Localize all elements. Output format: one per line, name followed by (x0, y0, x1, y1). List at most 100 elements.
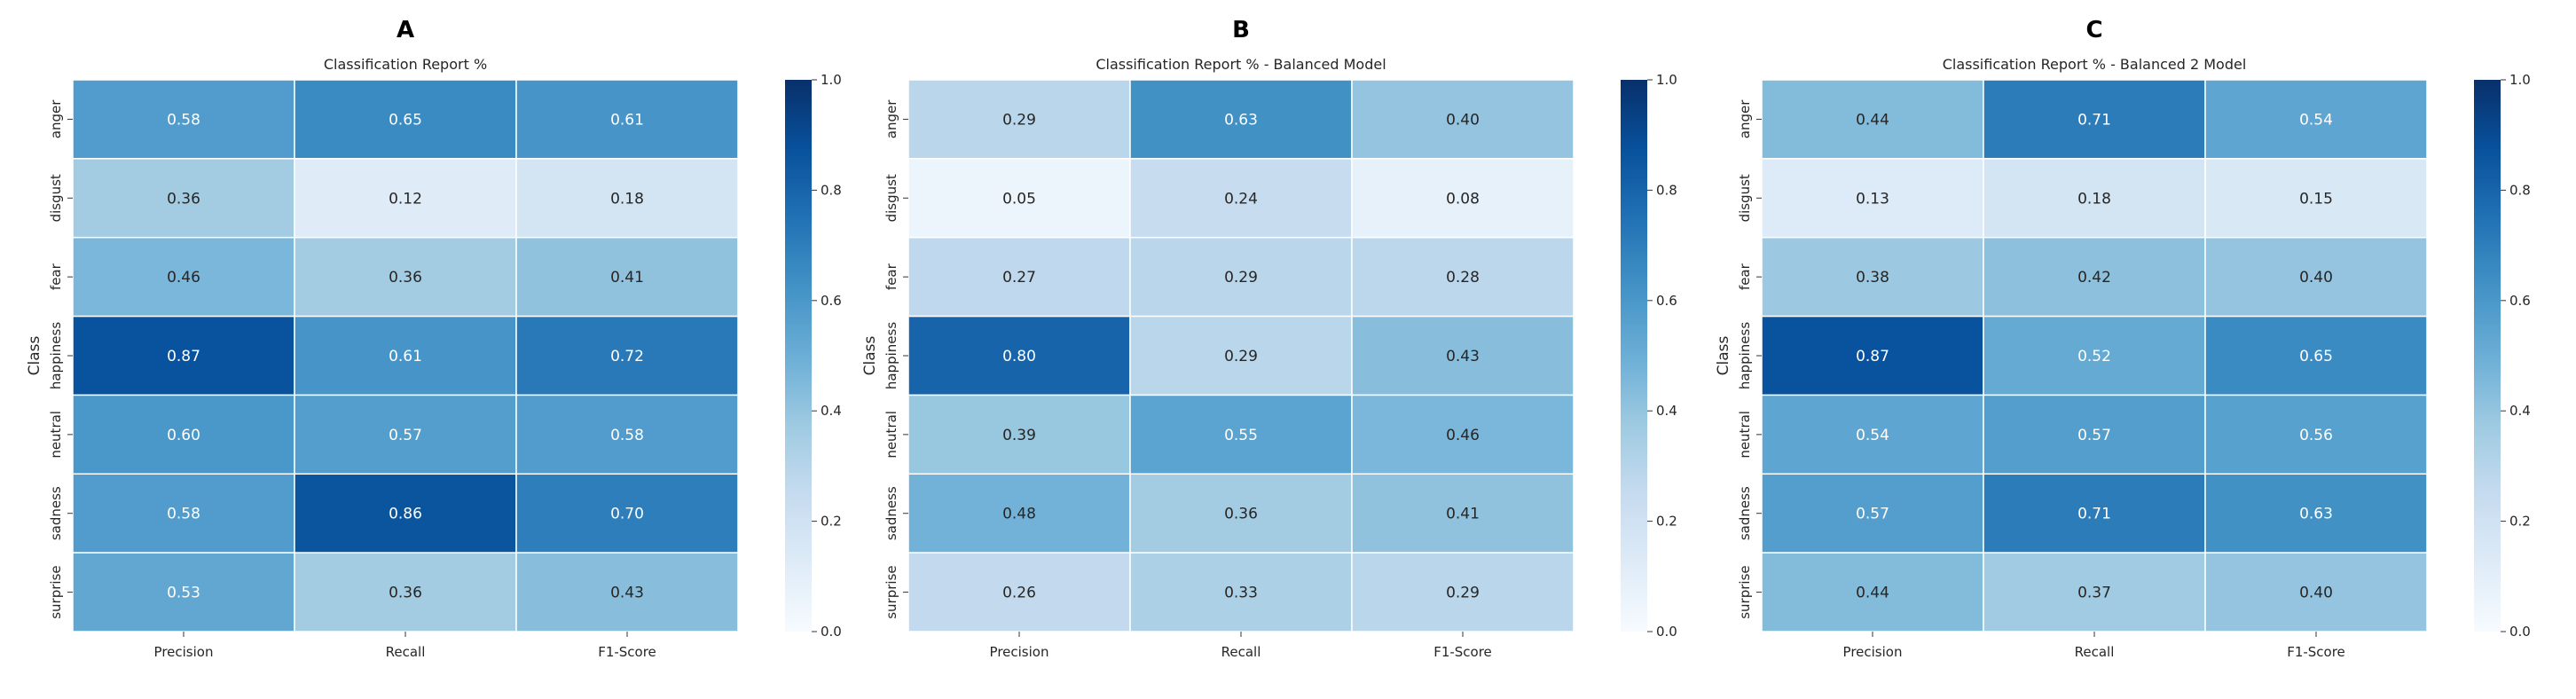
heatmap-cell (294, 473, 517, 554)
heatmap-cell (2204, 79, 2428, 160)
cell-value-label: 0.80 (1002, 348, 1036, 365)
colorbar-tick-label: 0.2 (821, 514, 842, 530)
heatmap-cell (1761, 79, 1984, 160)
cell-value-label: 0.24 (1224, 190, 1258, 208)
row-tick-label: anger (1737, 99, 1753, 138)
cell-value-label: 0.36 (389, 585, 422, 602)
colorbar-tick-label: 1.0 (821, 72, 842, 88)
y-axis-label: Class (861, 335, 879, 375)
panel-title: Classification Report % - Balanced 2 Mod… (1943, 56, 2247, 73)
colorbar (785, 80, 812, 632)
row-tick-label: happiness (884, 322, 899, 389)
cell-value-label: 0.29 (1446, 585, 1480, 602)
row-tick-label: sadness (884, 486, 899, 540)
heatmap-cell (72, 79, 295, 160)
heatmap-cell (515, 394, 739, 475)
heatmap-cell (515, 473, 739, 554)
heatmap-cell (907, 79, 1131, 160)
colorbar-tick-label: 0.6 (2509, 293, 2531, 309)
heatmap-cell (1129, 315, 1353, 397)
cell-value-label: 0.29 (1224, 269, 1258, 287)
row-tick-label: surprise (48, 565, 64, 618)
cell-value-label: 0.58 (167, 111, 200, 129)
heatmap-cell (1129, 552, 1353, 632)
heatmap-cell (1761, 158, 1984, 239)
colorbar-tick-label: 1.0 (1656, 72, 1677, 88)
cell-value-label: 0.70 (610, 506, 644, 523)
heatmap-cell (1129, 473, 1353, 554)
heatmap-cell (294, 236, 517, 318)
cell-value-label: 0.61 (610, 111, 644, 129)
cell-value-label: 0.57 (2077, 427, 2111, 444)
cell-value-label: 0.40 (1446, 111, 1480, 129)
cell-value-label: 0.41 (610, 269, 644, 287)
cell-value-label: 0.57 (1856, 506, 1889, 523)
cell-value-label: 0.87 (167, 348, 200, 365)
colorbar-tick-label: 0.0 (821, 624, 842, 640)
heatmap-cell (1351, 158, 1575, 239)
heatmap-cell (2204, 236, 2428, 318)
cell-value-label: 0.18 (2077, 190, 2111, 208)
cell-value-label: 0.33 (1224, 585, 1258, 602)
cell-value-label: 0.87 (1856, 348, 1889, 365)
heatmap-cell (2204, 158, 2428, 239)
cell-value-label: 0.18 (610, 190, 644, 208)
cell-value-label: 0.71 (2077, 111, 2111, 129)
cell-value-label: 0.60 (167, 427, 200, 444)
column-tick-label: F1-Score (2287, 644, 2345, 660)
cell-value-label: 0.26 (1002, 585, 1036, 602)
cell-value-label: 0.54 (1856, 427, 1889, 444)
cell-value-label: 0.54 (2299, 111, 2333, 129)
row-tick-label: sadness (1737, 486, 1753, 540)
cell-value-label: 0.29 (1224, 348, 1258, 365)
cell-value-label: 0.46 (1446, 427, 1480, 444)
colorbar-tick-label: 0.2 (1656, 514, 1677, 530)
cell-value-label: 0.39 (1002, 427, 1036, 444)
heatmap-cell (1351, 79, 1575, 160)
heatmap-cell (72, 552, 295, 632)
colorbar-tick-label: 0.4 (1656, 403, 1677, 419)
heatmap-panel-b: B Classification Report % - Balanced Mode… (861, 17, 1677, 660)
colorbar-tick-label: 0.2 (2509, 514, 2531, 530)
heatmap-cell (1351, 473, 1575, 554)
cell-value-label: 0.55 (1224, 427, 1258, 444)
row-tick-label: anger (48, 99, 64, 138)
heatmap-cell (1129, 79, 1353, 160)
row-tick-label: neutral (884, 411, 899, 459)
cell-value-label: 0.28 (1446, 269, 1480, 287)
heatmap-cell (1983, 394, 2206, 475)
row-tick-label: fear (1737, 263, 1753, 290)
row-tick-label: disgust (1737, 174, 1753, 222)
heatmap-cell (72, 394, 295, 475)
column-tick-label: Recall (1221, 644, 1261, 660)
cell-value-label: 0.86 (389, 506, 422, 523)
heatmap-panel-c: C Classification Report % - Balanced 2 Mo… (1715, 17, 2531, 660)
heatmap-cell (2204, 394, 2428, 475)
colorbar-tick-label: 1.0 (2509, 72, 2531, 88)
heatmap-cell (294, 79, 517, 160)
cell-value-label: 0.53 (167, 585, 200, 602)
cell-value-label: 0.37 (2077, 585, 2111, 602)
cell-value-label: 0.71 (2077, 506, 2111, 523)
cell-value-label: 0.27 (1002, 269, 1036, 287)
cell-value-label: 0.08 (1446, 190, 1480, 208)
heatmap-cell (72, 158, 295, 239)
cell-value-label: 0.52 (2077, 348, 2111, 365)
heatmap-cell (2204, 315, 2428, 397)
row-tick-label: surprise (1737, 565, 1753, 618)
cell-value-label: 0.63 (1224, 111, 1258, 129)
cell-value-label: 0.40 (2299, 269, 2333, 287)
heatmap-cell (515, 158, 739, 239)
colorbar (2474, 80, 2501, 632)
cell-value-label: 0.43 (1446, 348, 1480, 365)
heatmap-cell (294, 552, 517, 632)
column-tick-label: Recall (386, 644, 426, 660)
colorbar (1621, 80, 1647, 632)
cell-value-label: 0.12 (389, 190, 422, 208)
column-tick-label: F1-Score (598, 644, 656, 660)
cell-value-label: 0.65 (389, 111, 422, 129)
column-tick-label: Precision (154, 644, 214, 660)
heatmap-cell (515, 79, 739, 160)
heatmap-cell (907, 236, 1131, 318)
